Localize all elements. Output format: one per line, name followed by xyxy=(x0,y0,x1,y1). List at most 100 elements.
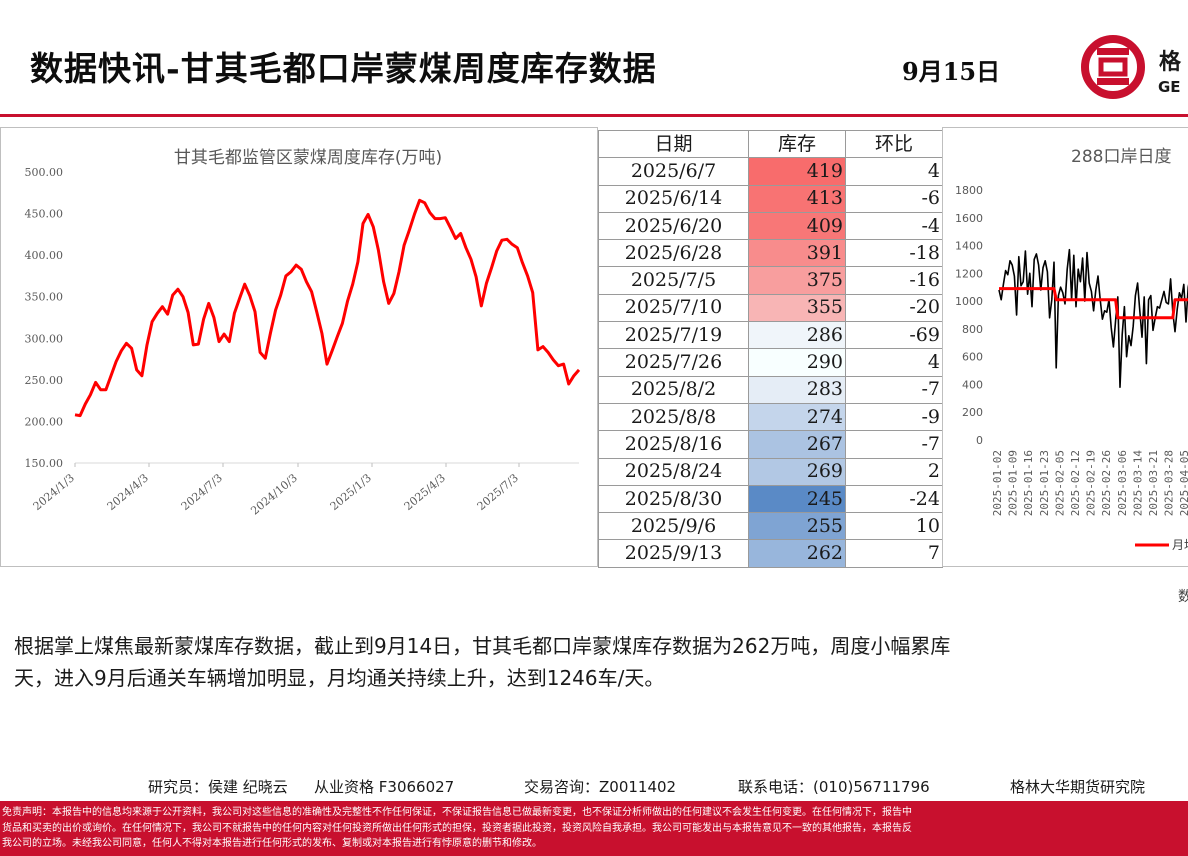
cell-change: 4 xyxy=(845,348,943,377)
port-daily-chart: 288口岸日度 1800 1600 1400 1200 1000 800 600 400 200 0… xyxy=(942,127,1188,567)
x-tick-label: 2025-02-26 xyxy=(1100,450,1113,516)
x-tick-label: 2024/4/3 xyxy=(105,471,151,513)
y-tick-label: 250.00 xyxy=(25,374,64,387)
inventory-table: 日期 库存 环比 2025/6/7 419 4 2025/6/14 413 -6 2025/… xyxy=(598,129,943,568)
footer-phone: 联系电话：(010)56711796 xyxy=(738,778,930,796)
legend-label: 月均 xyxy=(1172,538,1188,552)
footer-consult: 交易咨询：Z0011402 xyxy=(524,778,677,796)
cell-stock: 409 xyxy=(748,211,846,241)
chart-title: 288口岸日度 xyxy=(1071,147,1171,167)
y-tick-label: 350.00 xyxy=(25,291,64,304)
y-tick-label: 150.00 xyxy=(25,457,64,470)
cell-date: 2025/8/8 xyxy=(598,402,749,432)
cell-stock: 391 xyxy=(748,239,846,268)
cell-date: 2025/6/14 xyxy=(598,184,749,213)
x-tick-label: 2025-03-21 xyxy=(1147,450,1160,516)
header-date: 日期 xyxy=(598,129,749,159)
table-row: 2025/6/28 391 -18 xyxy=(598,239,943,268)
x-tick-label: 2025-02-05 xyxy=(1053,450,1066,516)
cell-change: -20 xyxy=(845,293,943,323)
table-row: 2025/8/2 283 -7 xyxy=(598,375,943,404)
cell-date: 2025/8/30 xyxy=(598,484,749,514)
disclaimer-line-2: 货品和买卖的出价或询价。在任何情况下，我公司不就报告中的任何内容对任何投资所做出… xyxy=(2,822,912,834)
cell-change: 10 xyxy=(845,512,943,541)
summary-line-2: 天，进入9月后通关车辆增加明显，月均通关持续上升，达到1246车/天。 xyxy=(14,666,665,690)
inventory-line-chart: 甘其毛都监管区蒙煤周度库存(万吨) 500.00 450.00 400.00 350.0… xyxy=(0,127,598,567)
y-tick-label: 300.00 xyxy=(25,332,64,345)
company-logo: 格 GE xyxy=(1077,34,1188,100)
table-row: 2025/9/13 262 7 xyxy=(598,539,943,568)
x-tick-label: 2025/4/3 xyxy=(402,471,448,513)
cell-change: -18 xyxy=(845,239,943,268)
y-tick-label: 500.00 xyxy=(25,166,64,179)
disclaimer-line-3: 我公司的立场。未经我公司同意，任何人不得对本报告进行任何形式的发布、复制或对本报… xyxy=(2,838,542,849)
x-tick-label: 2025-01-09 xyxy=(1007,450,1020,516)
header-change: 环比 xyxy=(845,129,943,159)
cell-change: -9 xyxy=(845,402,943,432)
logo-emblem-icon xyxy=(1081,35,1145,99)
x-tick-label: 2024/10/3 xyxy=(248,471,300,517)
x-tick-label: 2025-03-14 xyxy=(1131,450,1144,517)
table-row: 2025/7/26 290 4 xyxy=(598,348,943,377)
cell-date: 2025/7/19 xyxy=(598,321,749,350)
page-title: 数据快讯-甘其毛都口岸蒙煤周度库存数据 xyxy=(30,49,657,88)
x-tick-label: 2025-03-28 xyxy=(1163,450,1176,516)
table-header-row: 日期 库存 环比 xyxy=(598,129,943,159)
y-tick-label: 0 xyxy=(976,434,983,447)
summary-line-1: 根据掌上煤焦最新蒙煤库存数据，截止到9月14日，甘其毛都口岸蒙煤库存数据为262… xyxy=(14,634,951,658)
cell-stock: 262 xyxy=(748,539,846,568)
y-tick-label: 200.00 xyxy=(25,415,64,428)
cell-date: 2025/6/20 xyxy=(598,211,749,241)
cell-stock: 290 xyxy=(748,348,846,377)
x-tick-label: 2025/7/3 xyxy=(475,471,521,513)
cell-stock: 419 xyxy=(748,157,846,186)
table-row: 2025/6/20 409 -4 xyxy=(598,211,943,241)
cell-date: 2025/9/6 xyxy=(598,512,749,541)
x-tick-label: 2024/1/3 xyxy=(31,471,77,513)
cell-change: -69 xyxy=(845,321,943,350)
disclaimer-line-1: 免责声明：本报告中的信息均来源于公开资料，我公司对这些信息的准确性及完整性不作任… xyxy=(2,807,912,818)
x-tick-label: 2025-02-19 xyxy=(1085,450,1098,516)
table-row: 2025/7/5 375 -16 xyxy=(598,266,943,295)
page-header: 数据快讯-甘其毛都口岸蒙煤周度库存数据 9月15日 格 GE xyxy=(0,0,1188,118)
y-tick-label: 200 xyxy=(962,406,983,419)
cell-stock: 375 xyxy=(748,266,846,295)
cell-stock: 355 xyxy=(748,293,846,323)
table-row: 2025/6/14 413 -6 xyxy=(598,184,943,213)
disclaimer-bar: 免责声明：本报告中的信息均来源于公开资料，我公司对这些信息的准确性及完整性不作任… xyxy=(0,801,1188,856)
footer-institute: 格林大华期货研究院 xyxy=(1010,778,1146,796)
source-note-fragment: 数 xyxy=(1178,589,1188,605)
cell-date: 2025/6/28 xyxy=(598,239,749,268)
cell-date: 2025/8/16 xyxy=(598,430,749,459)
report-date: 9月15日 xyxy=(902,57,1001,86)
x-tick-label: 2025-03-06 xyxy=(1116,450,1129,516)
y-tick-label: 1000 xyxy=(955,295,983,308)
y-tick-label: 400 xyxy=(962,378,983,391)
footer-contact: 研究员：侯建 纪晓云 从业资格 F3066027 交易咨询：Z0011402 联… xyxy=(148,776,1188,796)
y-tick-label: 450.00 xyxy=(25,208,64,221)
header-divider xyxy=(0,114,1188,117)
footer-license: 从业资格 F3066027 xyxy=(314,778,455,796)
table-row: 2025/6/7 419 4 xyxy=(598,157,943,186)
table-row: 2025/7/19 286 -69 xyxy=(598,321,943,350)
x-tick-label: 2025/1/3 xyxy=(328,471,374,513)
cell-change: -16 xyxy=(845,266,943,295)
cell-stock: 286 xyxy=(748,321,846,350)
inventory-series-line xyxy=(74,198,581,418)
cell-stock: 274 xyxy=(748,402,846,432)
footer-researcher: 研究员：侯建 纪晓云 xyxy=(148,778,288,796)
cell-change: -24 xyxy=(845,484,943,514)
header-stock: 库存 xyxy=(748,129,846,159)
cell-date: 2025/6/7 xyxy=(598,157,749,186)
x-tick-label: 2025-01-02 xyxy=(991,450,1004,516)
cell-stock: 283 xyxy=(748,375,846,404)
port-daily-chart-svg: 288口岸日度 1800 1600 1400 1200 1000 800 600 400 200 0… xyxy=(955,147,1188,552)
y-tick-label: 1400 xyxy=(955,240,983,253)
table-row: 2025/7/10 355 -20 xyxy=(598,293,943,323)
cell-stock: 269 xyxy=(748,457,846,486)
cell-date: 2025/7/10 xyxy=(598,293,749,323)
cell-change: 7 xyxy=(845,539,943,568)
cell-change: -4 xyxy=(845,211,943,241)
summary-paragraph: 根据掌上煤焦最新蒙煤库存数据，截止到9月14日，甘其毛都口岸蒙煤库存数据为262… xyxy=(14,630,1188,694)
cell-change: 4 xyxy=(845,157,943,186)
